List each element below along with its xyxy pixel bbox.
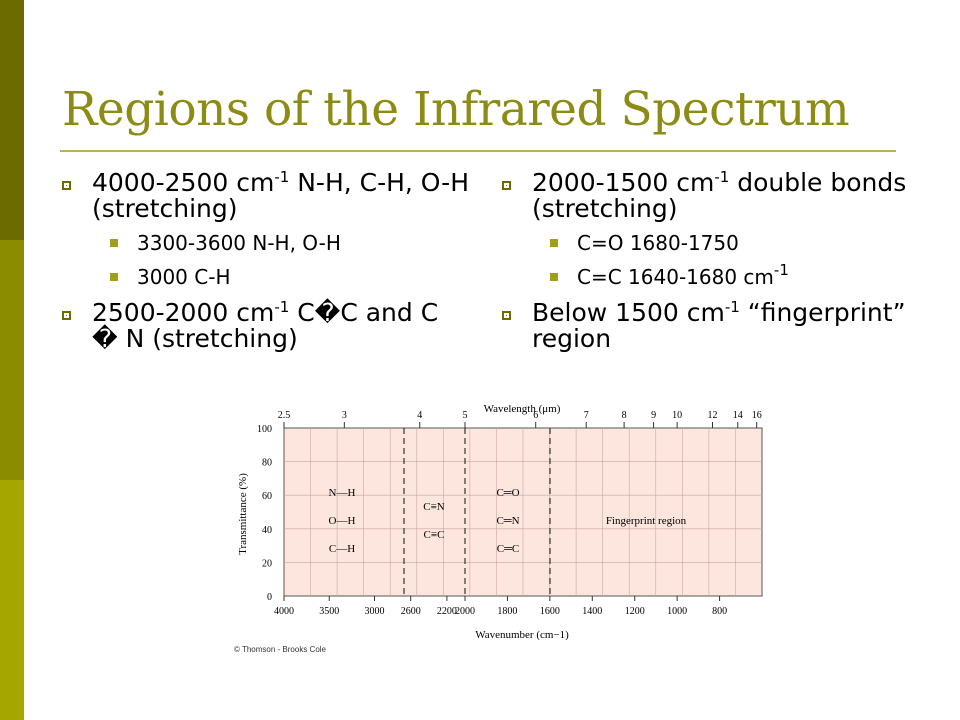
superscript: -1 <box>773 261 789 279</box>
hollow-square-bullet-icon <box>62 311 71 320</box>
top-tick-label: 6 <box>533 410 538 421</box>
y-axis-ticks: 100 80 60 40 20 0 <box>257 424 272 603</box>
hollow-square-bullet-icon <box>62 181 71 190</box>
filled-square-bullet-icon <box>110 273 118 281</box>
superscript: -1 <box>724 298 740 316</box>
bottom-axis-label: Wavenumber (cm−1) <box>475 629 569 641</box>
bottom-tick-label: 2000 <box>455 606 475 617</box>
fingerprint-region-label: Fingerprint region <box>606 515 687 527</box>
bullet-text: “fingerprint” region <box>532 298 906 353</box>
bullet-text: C�C and C � N (stretching) <box>92 298 439 353</box>
bullet-text: 2000-1500 cm <box>532 168 715 197</box>
title-divider <box>60 150 896 152</box>
bottom-tick-label: 1600 <box>540 606 560 617</box>
hollow-square-bullet-icon <box>502 311 511 320</box>
y-tick-label: 80 <box>262 458 272 469</box>
sub-bullet-text: C=C 1640-1680 cm <box>577 265 774 289</box>
bond-label-c-double-n: C═N <box>496 515 519 527</box>
superscript: -1 <box>274 298 290 316</box>
top-tick-label: 14 <box>733 410 743 421</box>
sub-bullet: C=C 1640-1680 cm-1 <box>500 263 910 289</box>
bullet-double-bond-region: 2000-1500 cm-1 double bonds (stretching) <box>500 170 910 222</box>
side-accent-bar <box>0 0 24 720</box>
top-tick-label: 2.5 <box>278 410 291 421</box>
top-tick-label: 8 <box>622 410 627 421</box>
bond-label-c-triple-c: C≡C <box>424 529 445 541</box>
bond-label-c-double-c: C═C <box>497 543 519 555</box>
top-tick-label: 4 <box>417 410 422 421</box>
top-axis-label: Wavelength (μm) <box>484 403 561 415</box>
bond-label-o-h: O—H <box>329 515 356 527</box>
bottom-tick-label: 2600 <box>401 606 421 617</box>
top-tick-label: 10 <box>672 410 682 421</box>
bullet-triple-bond-region: 2500-2000 cm-1 C�C and C � N (stretching… <box>60 300 470 352</box>
right-column: 2000-1500 cm-1 double bonds (stretching)… <box>500 170 910 358</box>
superscript: -1 <box>274 168 290 186</box>
sub-bullet: C=O 1680-1750 <box>500 232 910 254</box>
bond-label-n-h: N—H <box>329 487 356 499</box>
bottom-tick-label: 1800 <box>497 606 517 617</box>
sub-bullet-text: 3300-3600 N-H, O-H <box>137 231 341 255</box>
y-tick-label: 60 <box>262 491 272 502</box>
bond-label-c-double-o: C═O <box>496 487 519 499</box>
y-tick-label: 0 <box>267 592 272 603</box>
bottom-tick-label: 3500 <box>319 606 339 617</box>
hollow-square-bullet-icon <box>502 181 511 190</box>
bullet-fingerprint-region: Below 1500 cm-1 “fingerprint” region <box>500 300 910 352</box>
left-column: 4000-2500 cm-1 N-H, C-H, O-H (stretching… <box>60 170 470 358</box>
bottom-tick-label: 3000 <box>365 606 385 617</box>
y-axis-label: Transmittance (%) <box>237 473 249 555</box>
top-tick-label: 7 <box>584 410 589 421</box>
filled-square-bullet-icon <box>110 239 118 247</box>
bullet-text: double bonds (stretching) <box>532 168 907 223</box>
ir-regions-figure: 2.5 3 4 5 6 7 8 9 10 12 14 16 4000 3500 3000 2600 22002… <box>234 403 763 654</box>
bullet-text: Below 1500 cm <box>532 298 725 327</box>
bottom-tick-label: 1200 <box>625 606 645 617</box>
sub-bullet: 3300-3600 N-H, O-H <box>60 232 470 254</box>
bond-label-c-h: C—H <box>329 543 355 555</box>
bullet-n-h-region: 4000-2500 cm-1 N-H, C-H, O-H (stretching… <box>60 170 470 222</box>
y-tick-label: 20 <box>262 558 272 569</box>
bullet-text: 4000-2500 cm <box>92 168 275 197</box>
filled-square-bullet-icon <box>550 239 558 247</box>
y-tick-label: 40 <box>262 525 272 536</box>
bottom-tick-label: 800 <box>712 606 727 617</box>
top-tick-label: 3 <box>342 410 347 421</box>
bullet-text: N-H, C-H, O-H (stretching) <box>92 168 470 223</box>
top-tick-label: 9 <box>651 410 656 421</box>
bottom-tick-label: 1000 <box>667 606 687 617</box>
bottom-tick-label: 4000 <box>274 606 294 617</box>
side-bar-mid-segment <box>0 240 24 480</box>
side-bar-light-segment <box>0 480 24 720</box>
sub-bullet-text: C=O 1680-1750 <box>577 231 739 255</box>
sub-bullet-text: 3000 C-H <box>137 265 231 289</box>
bottom-tick-label: 2200 <box>437 606 457 617</box>
plot-grid <box>284 428 762 596</box>
side-bar-dark-segment <box>0 0 24 240</box>
region-dividers <box>403 428 551 596</box>
superscript: -1 <box>714 168 730 186</box>
sub-bullet: 3000 C-H <box>60 266 470 288</box>
top-axis-ticks: 2.5 3 4 5 6 7 8 9 10 12 14 16 <box>278 410 762 428</box>
figure-credit: © Thomson - Brooks Cole <box>234 645 327 654</box>
top-tick-label: 5 <box>463 410 468 421</box>
filled-square-bullet-icon <box>550 273 558 281</box>
y-tick-label: 100 <box>257 424 272 435</box>
bond-label-c-triple-n: C≡N <box>423 501 445 513</box>
bottom-tick-label: 1400 <box>582 606 602 617</box>
bullet-text: 2500-2000 cm <box>92 298 275 327</box>
top-tick-label: 12 <box>708 410 718 421</box>
slide-title: Regions of the Infrared Spectrum <box>62 82 850 137</box>
top-tick-label: 16 <box>752 410 762 421</box>
